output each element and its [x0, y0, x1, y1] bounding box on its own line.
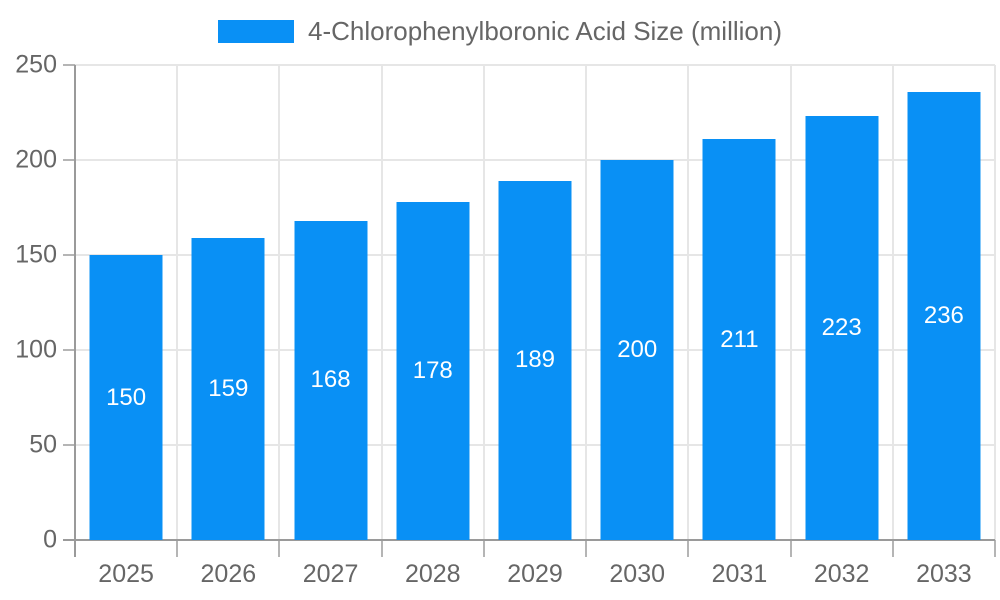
x-axis-tick — [687, 540, 690, 557]
legend-label: 4-Chlorophenylboronic Acid Size (million… — [308, 15, 782, 46]
x-axis-label: 2029 — [507, 560, 563, 588]
bar-value-label: 150 — [106, 383, 147, 411]
gridline-vertical — [380, 65, 383, 540]
x-axis-label: 2027 — [302, 560, 359, 588]
x-axis-tick — [176, 540, 179, 557]
bar-value-label: 200 — [617, 336, 658, 363]
y-axis-label: 0 — [43, 525, 57, 554]
x-axis-tick — [891, 540, 894, 557]
y-axis-tick — [63, 444, 75, 446]
y-axis-label: 200 — [15, 145, 57, 174]
x-axis-tick — [380, 540, 383, 557]
gridline-vertical — [687, 65, 690, 540]
bar[interactable]: 236 — [907, 91, 981, 540]
x-axis-label: 2025 — [98, 560, 154, 588]
x-axis-tick — [278, 540, 281, 557]
y-axis-label: 150 — [15, 240, 57, 269]
bar[interactable]: 211 — [702, 139, 776, 540]
gridline-vertical — [585, 65, 588, 540]
x-axis-label: 2032 — [813, 560, 870, 588]
bar-value-label: 178 — [412, 356, 453, 384]
y-axis-tick — [63, 349, 75, 351]
bar-value-label: 211 — [720, 325, 759, 353]
gridline-horizontal — [75, 159, 995, 161]
y-axis-line — [74, 65, 76, 557]
bar-value-label: 159 — [208, 374, 249, 402]
bar[interactable]: 200 — [600, 160, 674, 540]
gridline-horizontal — [75, 64, 995, 66]
bar-value-label: 236 — [923, 301, 964, 329]
legend[interactable]: 4-Chlorophenylboronic Acid Size (million… — [0, 16, 1000, 46]
bar-value-label: 189 — [514, 346, 556, 374]
x-axis-label: 2028 — [404, 560, 461, 588]
bar[interactable]: 223 — [805, 116, 879, 540]
bar[interactable]: 168 — [294, 220, 368, 540]
bar[interactable]: 159 — [191, 237, 265, 540]
x-axis-tick — [585, 540, 588, 557]
y-axis-label: 50 — [29, 430, 57, 459]
x-axis-tick — [482, 540, 485, 557]
y-axis-tick — [63, 64, 75, 66]
legend-swatch-icon — [218, 19, 294, 43]
bar[interactable]: 178 — [396, 201, 470, 540]
gridline-vertical — [278, 65, 281, 540]
y-axis-label: 100 — [15, 335, 57, 364]
bar[interactable]: 189 — [498, 180, 572, 540]
x-axis-label: 2033 — [916, 560, 972, 588]
gridline-vertical — [176, 65, 179, 540]
x-axis-label: 2030 — [609, 560, 666, 588]
y-axis-tick — [63, 159, 75, 161]
x-axis-label: 2026 — [200, 560, 257, 588]
gridline-vertical — [789, 65, 792, 540]
x-axis-tick — [789, 540, 792, 557]
y-axis-tick — [63, 254, 75, 256]
gridline-vertical — [891, 65, 894, 540]
y-axis-label: 250 — [15, 50, 57, 79]
x-axis-line — [63, 539, 995, 541]
gridline-vertical — [994, 65, 996, 540]
bar[interactable]: 150 — [89, 255, 163, 540]
bar-value-label: 168 — [310, 366, 351, 394]
bar-value-label: 223 — [821, 314, 862, 342]
x-axis-tick — [994, 540, 996, 557]
x-axis-label: 2031 — [711, 560, 768, 588]
gridline-vertical — [482, 65, 485, 540]
